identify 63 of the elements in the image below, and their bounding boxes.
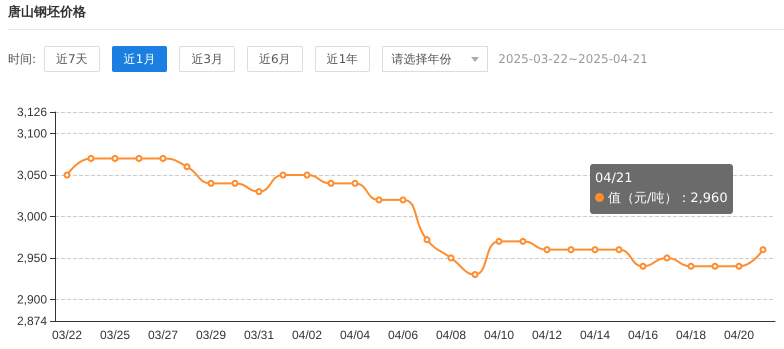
text: 近3月 [179,46,235,72]
point [208,180,214,187]
y-tick-label: 2,874 [16,314,48,328]
point [280,172,286,179]
x-tick-label: 04/02 [292,328,322,342]
x-tick-label: 03/22 [52,328,82,342]
point [88,154,94,162]
y-tick-label: 3,100 [16,126,48,141]
x-tick-label: 04/16 [628,328,658,342]
point [520,238,526,245]
x-tick-label: 04/08 [436,328,466,342]
x-tick-label: 03/29 [196,328,226,342]
point [304,172,310,179]
point [688,262,694,270]
y-tick-label: 3,000 [16,210,48,224]
x-tick-label: 04/14 [580,328,610,342]
point [592,246,598,254]
x-tick-label: 04/12 [532,328,562,342]
point [664,254,670,262]
x-tick-label: 03/31 [244,328,274,342]
text: 近6月 [246,46,303,72]
point [448,254,454,262]
point [496,238,502,245]
text: 2025-03-22~2025-04-21 [498,52,648,66]
x-tick-label: 03/25 [100,328,130,342]
point [640,262,646,270]
point [736,262,742,270]
text: 时间: [8,50,36,68]
point [568,246,574,254]
point [352,180,358,187]
point [112,154,118,162]
point [328,180,334,187]
point [184,163,190,170]
y-tick-label: 2,900 [16,292,48,306]
x-tick-label: 04/10 [484,328,514,342]
x-tick-label: 03/27 [148,328,178,342]
y-tick-label: 3,050 [16,168,48,182]
point [544,246,550,254]
point [64,172,70,179]
point [256,188,262,196]
annotation: 值（元/吨）：2,960 [607,190,728,208]
y-tick-label: 2,950 [16,250,48,265]
point [232,180,238,187]
point [400,196,406,204]
text: 近1月 [112,46,168,72]
x-tick-label: 04/18 [676,328,706,342]
chart-title: 唐山钢坯价格 [8,4,86,21]
text: 近1年 [314,46,370,72]
x-tick-label: 04/20 [724,328,754,342]
x-tick-label: 04/04 [340,328,370,342]
annotation: 04/21 [595,170,634,188]
point [376,196,382,204]
text: 请选择年份 [382,46,488,72]
point [616,246,622,254]
point [160,154,166,162]
point [136,154,142,162]
x-tick-label: 04/06 [388,328,418,342]
point [424,236,430,244]
y-tick-label: 3,126 [16,105,48,119]
point [712,262,718,270]
point [760,246,766,254]
point [472,271,478,278]
text: 近7天 [44,46,100,72]
